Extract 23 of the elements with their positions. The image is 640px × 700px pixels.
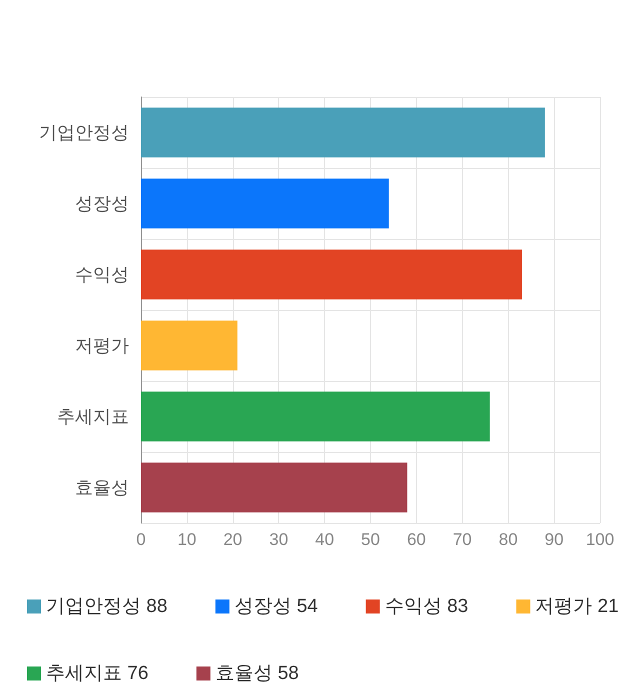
x-tick-label: 0 xyxy=(136,530,146,549)
legend-label: 수익성 83 xyxy=(384,596,468,617)
legend-label: 저평가 21 xyxy=(535,596,619,617)
legend-label: 성장성 54 xyxy=(234,596,318,617)
y-tick-label: 추세지표 xyxy=(57,406,129,426)
legend-label: 기업안정성 88 xyxy=(46,596,168,617)
x-tick-label: 50 xyxy=(361,530,380,549)
x-tick-label: 70 xyxy=(452,530,472,549)
x-tick-label: 90 xyxy=(544,530,564,549)
y-tick-label: 기업안정성 xyxy=(39,122,129,142)
x-tick-label: 30 xyxy=(269,530,288,549)
x-tick-label: 20 xyxy=(223,530,242,549)
y-tick-label: 효율성 xyxy=(75,478,129,498)
y-tick-label: 성장성 xyxy=(75,194,129,214)
x-tick-label: 40 xyxy=(315,530,334,549)
y-tick-label: 저평가 xyxy=(75,336,129,356)
x-tick-label: 100 xyxy=(586,530,614,549)
x-tick-label: 60 xyxy=(406,530,426,549)
x-tick-label: 80 xyxy=(498,530,518,549)
x-tick-label: 10 xyxy=(177,530,196,549)
legend-label: 효율성 58 xyxy=(215,663,299,684)
y-tick-label: 수익성 xyxy=(75,264,129,284)
legend-label: 추세지표 76 xyxy=(46,663,148,684)
